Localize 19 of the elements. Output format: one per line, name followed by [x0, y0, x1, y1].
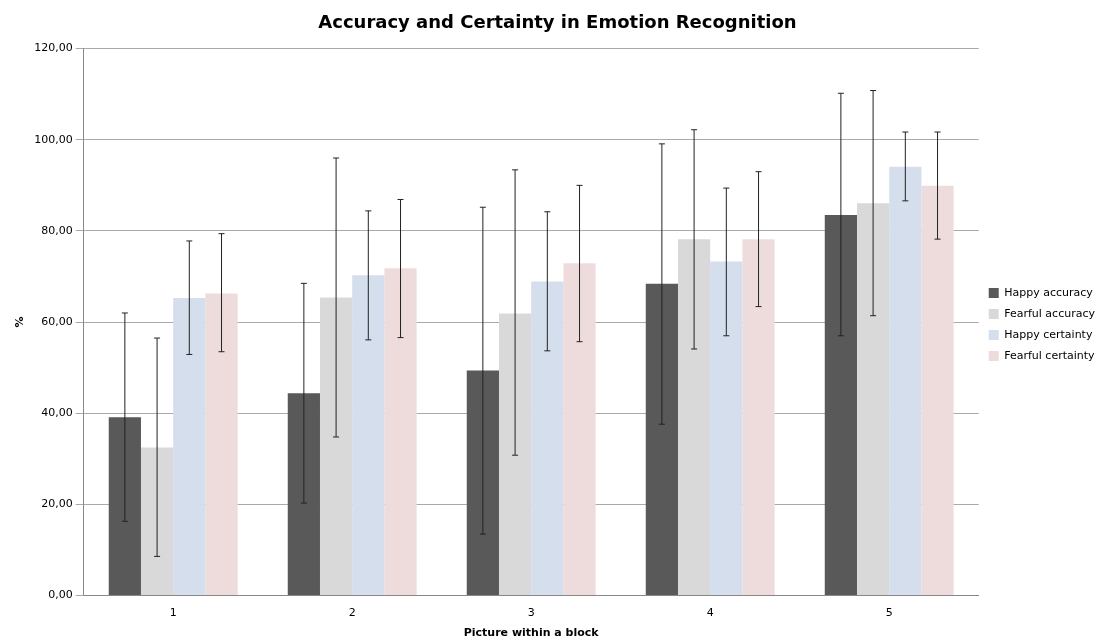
x-tick-label: 5	[885, 606, 893, 620]
y-tick-label: 80,00	[41, 223, 73, 237]
legend-label: Happy accuracy	[1004, 285, 1094, 299]
y-tick-label: 40,00	[41, 406, 73, 420]
x-tick-label: 3	[527, 606, 535, 620]
y-tick-label: 120,00	[34, 41, 73, 55]
x-tick-label: 1	[169, 606, 177, 620]
y-tick-label: 0,00	[48, 588, 73, 602]
chart-title: Accuracy and Certainty in Emotion Recognition	[318, 11, 797, 33]
legend-label: Fearful certainty	[1004, 348, 1096, 362]
y-tick-label: 100,00	[34, 132, 73, 146]
legend-label: Happy certainty	[1004, 327, 1093, 341]
x-tick-label: 2	[348, 606, 356, 620]
y-axis-title: %	[13, 316, 27, 328]
y-tick-label: 20,00	[41, 497, 73, 511]
y-tick-label: 60,00	[41, 314, 73, 328]
x-axis-title: Picture within a block	[463, 626, 600, 640]
legend-label: Fearful accuracy	[1004, 306, 1096, 320]
x-tick-label: 4	[706, 606, 714, 620]
